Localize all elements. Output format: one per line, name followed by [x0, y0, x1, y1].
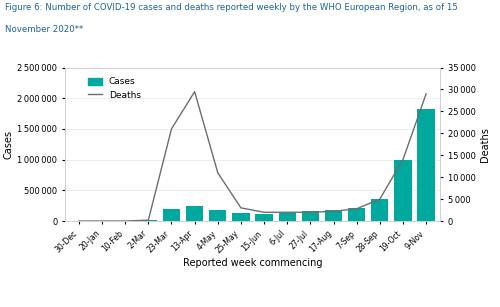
Bar [140, 220, 157, 221]
Bar [418, 109, 435, 221]
Text: November 2020**: November 2020** [5, 25, 83, 33]
Bar [348, 208, 366, 221]
Bar [186, 206, 204, 221]
Legend: Cases, Deaths: Cases, Deaths [84, 74, 144, 103]
Bar [302, 211, 319, 221]
Bar [163, 209, 180, 221]
Bar [256, 214, 273, 221]
Bar [278, 213, 296, 221]
Bar [325, 210, 342, 221]
X-axis label: Reported week commencing: Reported week commencing [183, 258, 322, 268]
Bar [209, 210, 226, 221]
Bar [232, 213, 250, 221]
Text: Figure 6: Number of COVID-19 cases and deaths reported weekly by the WHO Europea: Figure 6: Number of COVID-19 cases and d… [5, 3, 458, 12]
Bar [394, 160, 411, 221]
Y-axis label: Cases: Cases [3, 130, 13, 159]
Y-axis label: Deaths: Deaths [480, 127, 490, 162]
Bar [371, 199, 388, 221]
